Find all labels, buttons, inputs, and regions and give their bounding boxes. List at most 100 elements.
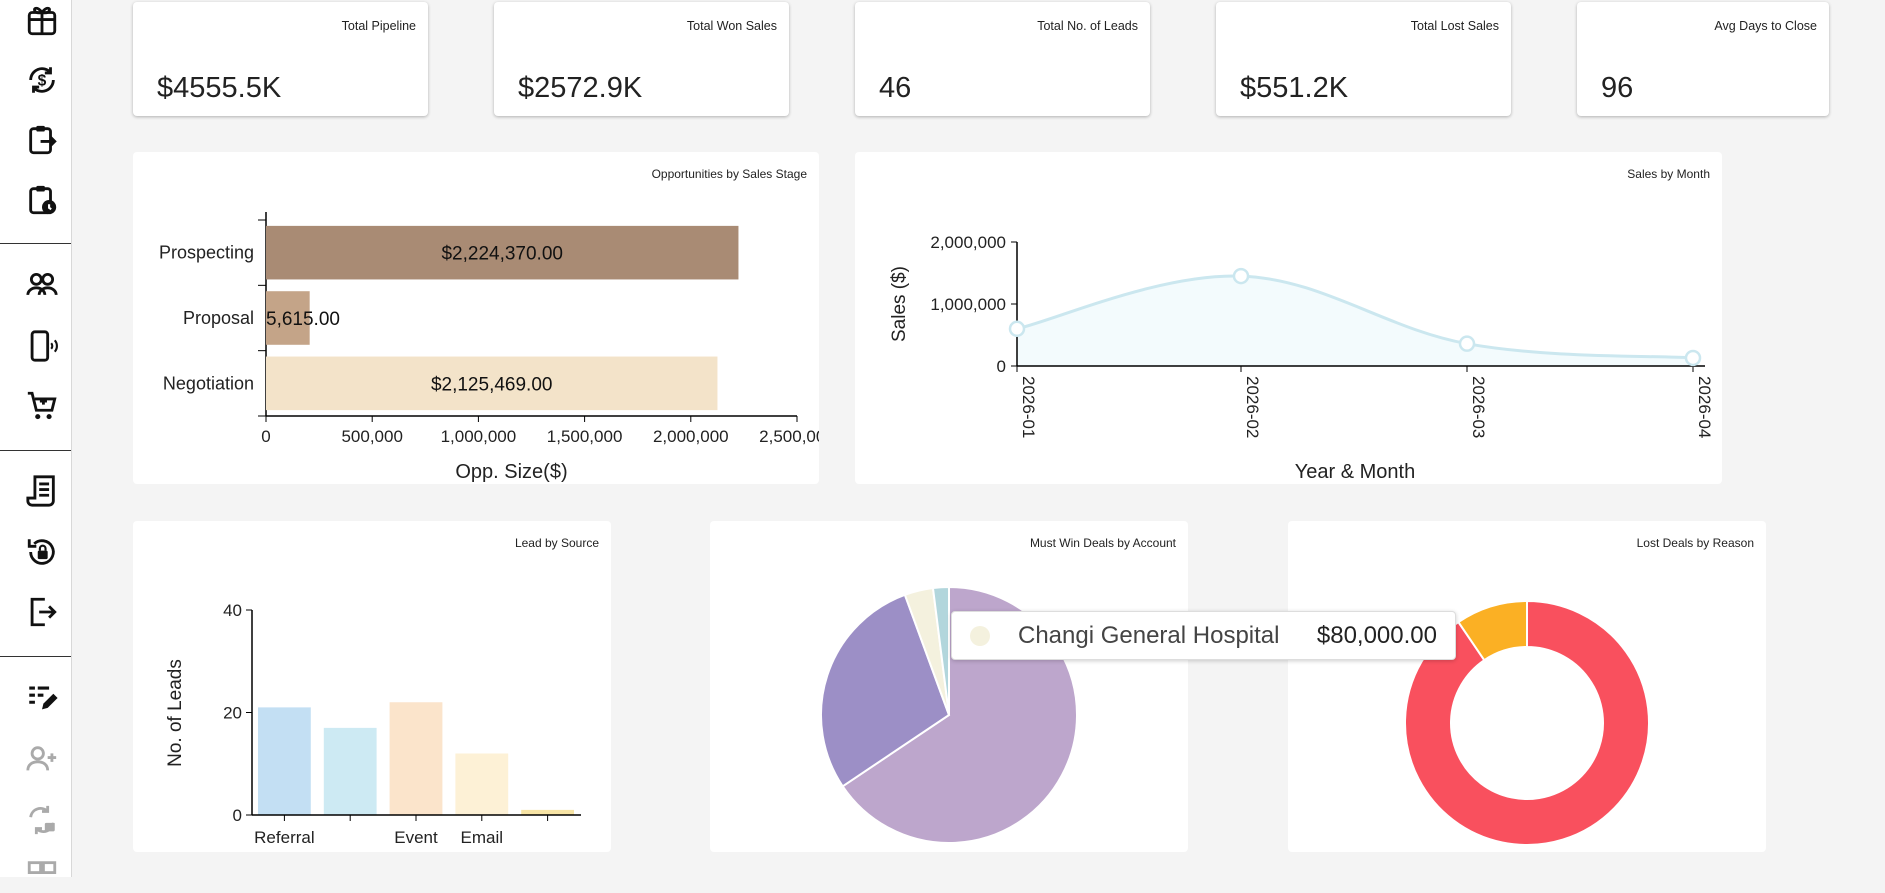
lock-history-icon[interactable] <box>23 533 61 571</box>
kpi-title: Total Pipeline <box>341 19 416 33</box>
bar <box>266 225 739 280</box>
tooltip-label: Changi General Hospital <box>1018 622 1280 649</box>
kpi-card-total-won-sales: Total Won Sales $2572.9K <box>494 2 789 116</box>
tooltip-swatch <box>970 626 990 646</box>
grid-icon[interactable] <box>23 855 61 893</box>
task-edit-icon[interactable] <box>23 679 61 717</box>
chart-title: Lost Deals by Reason <box>1636 536 1754 550</box>
y-tick-label: 1,000,000 <box>930 295 1006 314</box>
bar <box>455 753 509 815</box>
x-tick-label: 500,000 <box>341 427 402 446</box>
bar <box>323 727 377 815</box>
chart-title: Lead by Source <box>514 536 599 550</box>
group-icon[interactable] <box>23 266 61 304</box>
x-tick-label: Email <box>461 828 504 847</box>
kpi-value: $2572.9K <box>518 72 643 104</box>
sales-by-month-chart: 0 1,000,000 2,000,000 2026-01 2026-02 2026-03… <box>889 233 1714 483</box>
kpi-value: 46 <box>879 72 912 104</box>
calendar-gift-icon[interactable] <box>23 2 61 40</box>
kpi-title: Total Lost Sales <box>1410 19 1499 33</box>
chart-tooltip: Changi General Hospital $80,000.00 <box>951 611 1456 660</box>
sidebar-divider <box>0 243 71 244</box>
pie-slice <box>931 585 950 716</box>
lost-deals-panel: Lost Deals by Reason <box>1288 521 1766 852</box>
must-win-pie-chart <box>820 585 1078 844</box>
series-line <box>1016 274 1694 360</box>
lead-by-source-panel: Lead by Source Referral Event Email 0 20 40 No… <box>133 521 611 852</box>
area-fill <box>1017 275 1693 366</box>
lead-by-source-chart: Referral Event Email 0 20 40 No. of Leads <box>165 601 581 847</box>
logout-icon[interactable] <box>23 593 61 631</box>
bar <box>389 702 443 815</box>
mobile-signal-icon[interactable] <box>23 327 61 365</box>
kpi-card-total-lost-sales: Total Lost Sales $551.2K <box>1216 2 1511 116</box>
x-tick-label: Event <box>394 828 438 847</box>
y-tick-label: 20 <box>223 704 242 723</box>
y-tick-label: 0 <box>233 806 242 825</box>
x-tick-label: 1,000,000 <box>441 427 517 446</box>
data-point <box>1684 349 1702 367</box>
clipboard-clock-icon[interactable] <box>23 181 61 219</box>
pie-slice <box>820 593 951 788</box>
bar <box>521 809 574 815</box>
x-tick-label: 0 <box>261 427 270 446</box>
add-user-icon[interactable] <box>23 740 61 778</box>
must-win-deals-panel: Must Win Deals by Account <box>710 521 1188 852</box>
x-tick-label: 2,000,000 <box>653 427 729 446</box>
y-axis-title: Sales ($) <box>889 266 910 342</box>
x-tick-label: 2026-03 <box>1469 376 1488 438</box>
bar <box>266 291 310 345</box>
x-axis-title: Year & Month <box>1295 461 1415 483</box>
kpi-value: $551.2K <box>1240 72 1349 104</box>
y-tick-label: 2,000,000 <box>930 233 1006 252</box>
chart-title: Must Win Deals by Account <box>1029 536 1176 550</box>
x-tick-label: Referral <box>254 828 314 847</box>
data-point <box>1458 335 1476 352</box>
receipt-icon[interactable] <box>23 472 61 510</box>
kpi-title: Avg Days to Close <box>1714 19 1817 33</box>
kpi-title: Total Won Sales <box>686 19 777 33</box>
y-tick-label: Proposal <box>183 308 254 328</box>
x-tick-label: 2026-01 <box>1019 376 1038 438</box>
lost-deals-donut-chart <box>1404 599 1650 846</box>
pie-slice <box>1404 599 1650 846</box>
dollar-cycle-icon[interactable]: $ <box>23 61 61 99</box>
clipboard-export-icon[interactable] <box>23 121 61 159</box>
bar <box>258 707 311 815</box>
y-tick-label: 0 <box>997 357 1006 376</box>
kpi-value: 96 <box>1601 72 1634 104</box>
sidebar-divider <box>0 450 71 451</box>
kpi-card-total-leads: Total No. of Leads 46 <box>855 2 1150 116</box>
x-tick-label: 1,500,000 <box>547 427 623 446</box>
data-label: $2,224,370.00 <box>441 244 563 265</box>
x-tick-label: 2026-04 <box>1695 376 1714 438</box>
opportunities-chart: Prospecting $2,224,370.00 Proposal 5,615.00… <box>159 212 819 483</box>
y-tick-label: 40 <box>223 601 242 620</box>
refresh-lock-icon[interactable] <box>23 801 61 839</box>
bar <box>266 356 718 411</box>
svg-text:$: $ <box>38 73 47 90</box>
kpi-title: Total No. of Leads <box>1037 19 1138 33</box>
y-axis-title: No. of Leads <box>165 659 186 767</box>
data-label: 5,615.00 <box>266 309 340 330</box>
data-label: $2,125,469.00 <box>431 374 553 395</box>
y-tick-label: Prospecting <box>159 243 254 263</box>
sidebar: $ <box>0 0 72 877</box>
kpi-value: $4555.5K <box>157 72 282 104</box>
sales-by-month-panel: Sales by Month 0 1,000,000 2,000,000 2026-0… <box>855 152 1722 484</box>
x-axis-title: Opp. Size($) <box>455 461 567 483</box>
data-point <box>1008 320 1026 338</box>
tooltip-value: $80,000.00 <box>1316 622 1437 649</box>
data-point <box>1232 267 1250 285</box>
x-tick-label: 2026-02 <box>1243 376 1262 438</box>
kpi-card-avg-days-to-close: Avg Days to Close 96 <box>1577 2 1829 116</box>
chart-title: Sales by Month <box>1627 167 1710 181</box>
pie-slice <box>1457 599 1528 662</box>
cart-add-icon[interactable] <box>23 387 61 425</box>
kpi-card-total-pipeline: Total Pipeline $4555.5K <box>133 2 428 116</box>
y-tick-label: Negotiation <box>163 373 254 393</box>
opportunities-by-stage-panel: Opportunities by Sales Stage Prospecting… <box>133 152 819 484</box>
x-tick-label: 2,500,000 <box>759 427 819 446</box>
chart-title: Opportunities by Sales Stage <box>651 167 807 181</box>
sidebar-divider <box>0 656 71 657</box>
